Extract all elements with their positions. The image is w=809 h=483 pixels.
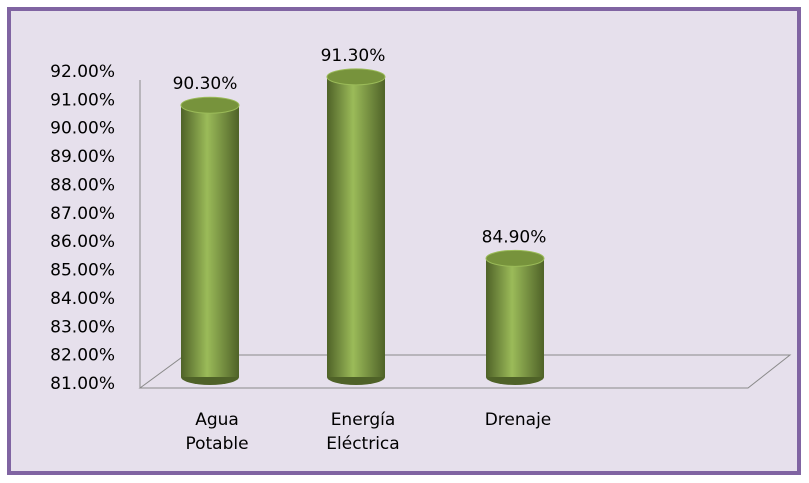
y-tick-label: 86.00% — [50, 232, 115, 252]
bar-top — [326, 68, 386, 86]
bar — [181, 105, 239, 377]
bar-top — [485, 249, 545, 267]
data-label: 84.90% — [482, 227, 547, 247]
bar — [327, 76, 385, 377]
y-tick-label: 83.00% — [50, 317, 115, 337]
data-label: 90.30% — [173, 74, 238, 94]
y-tick-label: 92.00% — [50, 62, 115, 82]
y-tick-label: 85.00% — [50, 261, 115, 281]
y-tick-label: 91.00% — [50, 90, 115, 110]
bar-top — [180, 96, 240, 114]
x-tick-label: Drenaje — [484, 410, 552, 430]
y-tick-label: 88.00% — [50, 175, 115, 195]
y-tick-label: 90.00% — [50, 119, 115, 139]
frame — [7, 7, 801, 475]
floor — [138, 354, 792, 389]
y-tick-label: 82.00% — [50, 346, 115, 366]
x-tick-label: Energía Eléctrica — [326, 410, 400, 454]
x-tick-label: Agua Potable — [185, 410, 249, 454]
y-tick-label: 84.00% — [50, 289, 115, 309]
y-tick-label: 89.00% — [50, 147, 115, 167]
y-tick-label: 81.00% — [50, 374, 115, 394]
y-tick-label: 87.00% — [50, 204, 115, 224]
bar — [486, 258, 544, 377]
data-label: 91.30% — [321, 46, 386, 66]
